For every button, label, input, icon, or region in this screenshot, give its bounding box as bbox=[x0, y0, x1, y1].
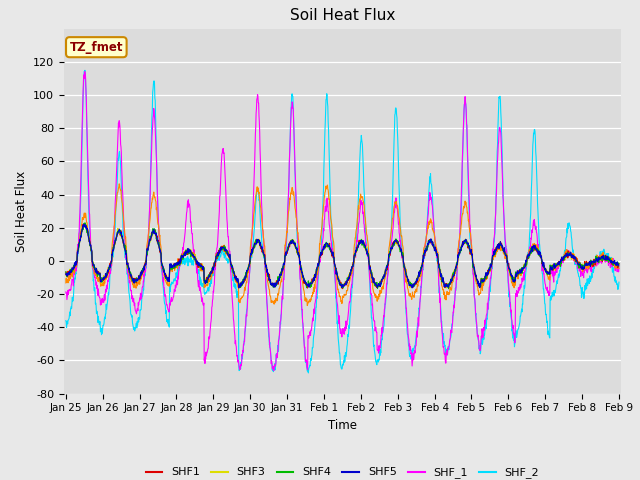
SHF_2 bbox=[555, 272, 563, 277]
SHF_1 bbox=[474, 333, 481, 339]
SHF1 bbox=[80, 222, 88, 228]
SHF1 bbox=[609, 260, 616, 265]
SHF3 bbox=[62, 272, 70, 277]
SHF1 bbox=[62, 269, 70, 275]
SHF1 bbox=[474, 277, 481, 283]
SHF4 bbox=[62, 269, 70, 275]
Line: SHF_2: SHF_2 bbox=[66, 71, 619, 373]
SHF1 bbox=[339, 286, 346, 291]
SHF4 bbox=[474, 279, 481, 285]
Legend: SHF1, SHF2, SHF3, SHF4, SHF5, SHF_1, SHF_2: SHF1, SHF2, SHF3, SHF4, SHF5, SHF_1, SHF… bbox=[141, 463, 544, 480]
SHF1 bbox=[615, 261, 623, 267]
SHF5 bbox=[555, 261, 563, 266]
SHF4 bbox=[615, 261, 623, 266]
SHF2 bbox=[609, 261, 616, 266]
SHF2 bbox=[149, 196, 157, 202]
SHF5 bbox=[62, 271, 70, 277]
X-axis label: Time: Time bbox=[328, 419, 357, 432]
SHF_2 bbox=[329, 242, 337, 248]
Line: SHF_1: SHF_1 bbox=[66, 72, 619, 371]
SHF4 bbox=[318, 250, 326, 255]
SHF3 bbox=[80, 221, 88, 227]
SHF_2 bbox=[62, 318, 70, 324]
SHF3 bbox=[328, 252, 336, 258]
SHF4 bbox=[328, 250, 336, 256]
SHF2 bbox=[303, 302, 311, 308]
SHF5 bbox=[318, 251, 326, 256]
SHF4 bbox=[555, 259, 563, 265]
Line: SHF3: SHF3 bbox=[66, 224, 619, 288]
SHF5 bbox=[80, 221, 88, 227]
SHF3 bbox=[474, 277, 481, 283]
SHF5 bbox=[615, 263, 623, 269]
SHF5 bbox=[474, 278, 481, 284]
SHF2 bbox=[115, 181, 123, 187]
SHF2 bbox=[62, 280, 70, 286]
SHF2 bbox=[555, 262, 563, 268]
SHF_1 bbox=[62, 289, 70, 295]
SHF_1 bbox=[329, 249, 337, 254]
SHF_2 bbox=[609, 269, 616, 275]
SHF3 bbox=[609, 259, 616, 265]
SHF_2 bbox=[615, 279, 623, 285]
SHF3 bbox=[149, 232, 157, 238]
SHF4 bbox=[81, 220, 89, 226]
SHF5 bbox=[235, 285, 243, 291]
SHF2 bbox=[615, 266, 623, 272]
SHF3 bbox=[339, 286, 346, 291]
SHF_1 bbox=[81, 69, 88, 74]
SHF1 bbox=[555, 261, 563, 266]
SHF2 bbox=[474, 284, 481, 289]
SHF4 bbox=[149, 226, 157, 232]
Line: SHF1: SHF1 bbox=[66, 225, 619, 288]
SHF4 bbox=[609, 261, 616, 266]
SHF_1 bbox=[270, 368, 278, 373]
SHF2 bbox=[329, 234, 337, 240]
SHF1 bbox=[328, 252, 336, 258]
SHF2 bbox=[318, 222, 326, 228]
SHF1 bbox=[318, 251, 326, 256]
SHF_2 bbox=[474, 331, 481, 336]
SHF5 bbox=[149, 229, 157, 235]
Text: TZ_fmet: TZ_fmet bbox=[70, 41, 123, 54]
SHF5 bbox=[609, 259, 616, 265]
SHF_2 bbox=[305, 370, 312, 376]
SHF_1 bbox=[318, 240, 326, 246]
SHF_2 bbox=[149, 89, 157, 95]
Title: Soil Heat Flux: Soil Heat Flux bbox=[290, 9, 395, 24]
SHF_1 bbox=[615, 265, 623, 271]
SHF4 bbox=[445, 286, 452, 292]
SHF_1 bbox=[555, 266, 563, 272]
SHF3 bbox=[318, 250, 326, 256]
Line: SHF4: SHF4 bbox=[66, 223, 619, 289]
Line: SHF2: SHF2 bbox=[66, 184, 619, 305]
SHF_1 bbox=[149, 121, 157, 127]
Y-axis label: Soil Heat Flux: Soil Heat Flux bbox=[15, 170, 28, 252]
SHF_2 bbox=[318, 229, 326, 235]
SHF3 bbox=[615, 261, 623, 266]
SHF5 bbox=[329, 252, 337, 258]
SHF3 bbox=[555, 261, 563, 266]
SHF_1 bbox=[609, 260, 616, 266]
SHF_2 bbox=[81, 68, 89, 73]
SHF1 bbox=[149, 229, 157, 235]
Line: SHF5: SHF5 bbox=[66, 224, 619, 288]
